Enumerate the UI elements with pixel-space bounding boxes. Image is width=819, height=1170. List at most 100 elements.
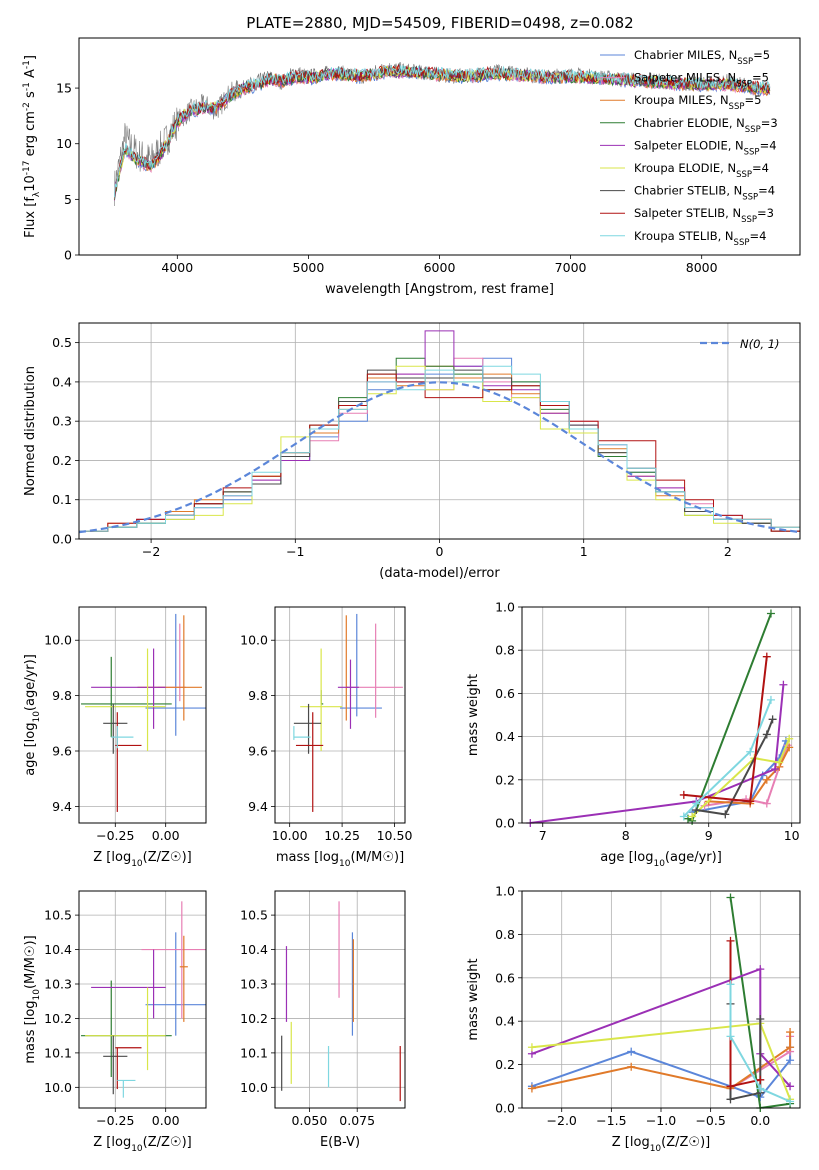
y-tick-label: 10.5	[44, 908, 72, 923]
marker-kroupa-stelib	[692, 799, 701, 808]
x-axis-label: Z [log10(Z/Z☉)]	[93, 850, 191, 869]
marker-chabrier-stelib	[756, 1015, 765, 1024]
y-tick-label: 0.5	[52, 335, 72, 350]
y-tick-label: 9.4	[248, 799, 268, 814]
axes-frame	[78, 37, 801, 256]
marker-salpeter-stelib	[726, 936, 735, 945]
y-tick-label: 10.2	[44, 1011, 72, 1026]
x-tick-label: −1	[286, 544, 304, 559]
y-tick-label: 10.0	[240, 1080, 268, 1095]
x-tick-label: 10.00	[272, 828, 308, 843]
x-tick-label: 8	[622, 828, 630, 843]
mass-weight-line-kroupa-elodie	[691, 738, 791, 818]
y-tick-label: 10.3	[44, 977, 72, 992]
axes-frame	[78, 890, 207, 1109]
y-tick-label: 10.4	[240, 942, 268, 957]
mass-weight-line-chabrier-elodie	[729, 897, 791, 1108]
x-tick-label: 0.050	[292, 1113, 328, 1128]
mass-weight-line-salpeter-elodie	[530, 684, 785, 823]
model-line-kroupa-stelib	[113, 64, 771, 198]
marker-salpeter-elodie	[779, 680, 788, 689]
marker-salpeter-elodie	[771, 765, 780, 773]
marker-chabrier-stelib	[762, 730, 771, 739]
marker-kroupa-stelib	[746, 747, 755, 756]
x-axis-label: mass [log10(M/M☉)]	[276, 850, 404, 869]
y-tick-label: 10	[56, 136, 72, 151]
panel-age-vs-Z: −0.25 0.00 9.4 9.6 9.8 10.0 Z [log10(Z/Z☉)] age…	[23, 606, 207, 869]
x-tick-label: 5000	[293, 260, 325, 275]
marker-kroupa-miles	[762, 775, 771, 784]
x-axis-label: Z [log10(Z/Z☉)]	[93, 1135, 191, 1154]
panel-massweight-vs-Z: −2.0 −1.5 −1.0 −0.5 0.0 0.0 0.2 0.4 0.6 0.8 1.0 Z […	[466, 884, 801, 1154]
y-tick-label: 9.8	[248, 688, 268, 703]
mass-weight-line-salpeter-elodie	[531, 967, 791, 1087]
axes-frame	[274, 606, 406, 824]
marker-kroupa-miles	[786, 1043, 795, 1052]
y-tick-label: 10.1	[240, 1045, 268, 1060]
marker-salpeter-stelib	[762, 652, 771, 661]
marker-chabrier-miles	[627, 1047, 636, 1056]
y-tick-label: 0.1	[52, 492, 72, 507]
mass-weight-line-kroupa-stelib	[729, 984, 791, 1103]
y-tick-label: 9.4	[52, 799, 72, 814]
axes-frame	[521, 606, 801, 824]
marker-salpeter-stelib	[756, 1075, 765, 1084]
y-tick-label: 0.2	[495, 772, 515, 787]
marker-salpeter-stelib	[746, 797, 755, 806]
x-tick-label: 4000	[161, 260, 193, 275]
marker-salpeter-stelib	[726, 1082, 735, 1091]
x-tick-label: 2	[724, 544, 732, 559]
y-axis-label: mass weight	[466, 958, 481, 1040]
marker-kroupa-stelib	[726, 980, 735, 989]
axes-frame	[274, 890, 406, 1109]
marker-salpeter-miles	[762, 799, 771, 808]
y-tick-label: 10.0	[240, 633, 268, 648]
gaussian-curve	[79, 381, 800, 534]
y-tick-label: 10.4	[44, 942, 72, 957]
x-tick-label: 8000	[686, 260, 718, 275]
y-tick-label: 10.5	[240, 908, 268, 923]
y-axis-label: age [log10(age/yr)]	[23, 654, 42, 776]
mass-weight-line-kroupa-stelib	[683, 699, 772, 818]
panel-massweight-vs-age: 7 8 9 10 0.0 0.2 0.4 0.6 0.8 1.0 age [log10(age/yr…	[466, 600, 801, 869]
y-tick-label: 0.4	[495, 1014, 515, 1029]
x-tick-label: 10.25	[324, 828, 360, 843]
marker-chabrier-miles	[786, 1056, 795, 1065]
x-tick-label: 0.00	[152, 828, 180, 843]
y-tick-label: 1.0	[495, 600, 515, 615]
y-tick-label: 0.8	[495, 643, 515, 658]
x-tick-label: 1	[580, 544, 588, 559]
y-tick-label: 0	[64, 248, 72, 263]
x-axis-label: Z [log10(Z/Z☉)]	[612, 1135, 710, 1154]
marker-kroupa-elodie	[527, 1043, 536, 1052]
x-tick-label: 7000	[555, 260, 587, 275]
marker-chabrier-stelib	[721, 810, 730, 819]
y-tick-label: 0.4	[52, 374, 72, 389]
figure-title: PLATE=2880, MJD=54509, FIBERID=0498, z=0…	[246, 14, 633, 32]
marker-kroupa-miles	[627, 1062, 636, 1071]
marker-chabrier-elodie	[766, 609, 775, 618]
x-tick-label: 9	[705, 828, 713, 843]
model-line-salpeter-stelib	[113, 64, 770, 199]
y-tick-label: 10.0	[44, 633, 72, 648]
marker-salpeter-elodie	[756, 965, 765, 974]
marker-kroupa-stelib	[786, 1097, 795, 1106]
y-axis-label: Flux [fλ10-17 erg cm-2 s-1 A-1]	[22, 55, 42, 238]
x-tick-label: 10	[784, 828, 800, 843]
x-axis-label: wavelength [Angstrom, rest frame]	[325, 282, 554, 297]
y-tick-label: 0.6	[495, 970, 515, 985]
x-axis-label: E(B-V)	[320, 1135, 360, 1150]
marker-kroupa-miles	[527, 1084, 536, 1093]
x-tick-label: 6000	[424, 260, 456, 275]
y-tick-label: 0.2	[495, 1057, 515, 1072]
x-tick-label: 0.0	[750, 1113, 770, 1128]
marker-kroupa-elodie	[688, 812, 697, 821]
y-tick-label: 0.4	[495, 729, 515, 744]
legend-entry: N(0, 1)	[740, 337, 780, 351]
x-tick-label: −1.5	[596, 1113, 626, 1128]
y-tick-label: 0.0	[495, 816, 515, 831]
marker-salpeter-stelib	[679, 790, 688, 799]
y-tick-label: 10.2	[240, 1011, 268, 1026]
marker-chabrier-stelib	[768, 715, 777, 724]
marker-kroupa-stelib	[756, 1084, 765, 1093]
